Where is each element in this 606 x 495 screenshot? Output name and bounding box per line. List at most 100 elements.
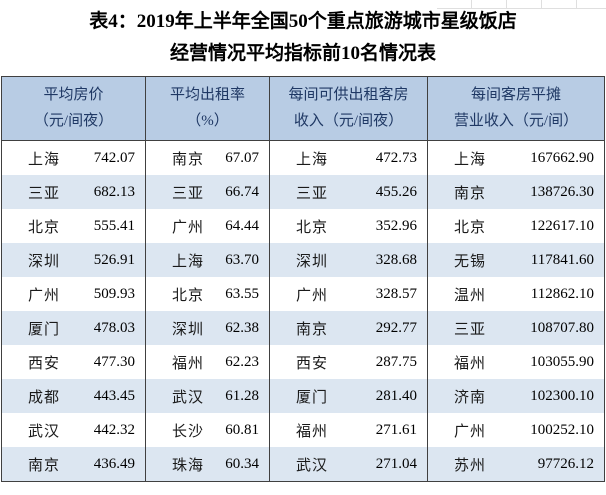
value-label: 555.41 <box>93 217 135 234</box>
table-cell: 北京 122617.10 <box>428 209 604 243</box>
value-label: 108707.80 <box>530 319 594 336</box>
city-label: 广州 <box>28 287 61 304</box>
value-label: 526.91 <box>93 251 135 268</box>
table-cell: 北京 555.41 <box>2 209 146 243</box>
table-cell: 上海 167662.90 <box>428 141 604 175</box>
table-cell: 福州 271.61 <box>270 413 428 447</box>
value-label: 292.77 <box>375 319 417 336</box>
value-label: 60.81 <box>225 421 259 438</box>
city-label: 长沙 <box>172 423 205 440</box>
table-cell: 广州 64.44 <box>146 209 270 243</box>
city-label: 武汉 <box>28 423 61 440</box>
indicators-table: 平均房价 （元/间夜） 平均出租率 （%） 每间可供出租客房 收入（元/间夜） 每间客房平摊… <box>1 76 605 482</box>
column-header-1: 平均出租率 （%） <box>146 77 270 141</box>
value-label: 328.68 <box>375 251 417 268</box>
table-cell: 广州 328.57 <box>270 277 428 311</box>
value-label: 100252.10 <box>530 421 594 438</box>
city-label: 广州 <box>454 423 487 440</box>
city-label: 南京 <box>296 321 329 338</box>
city-label: 南京 <box>28 457 61 474</box>
title-line-2: 经营情况平均指标前10名情况表 <box>169 43 436 64</box>
value-label: 67.07 <box>225 149 259 166</box>
value-label: 443.45 <box>93 387 135 404</box>
city-label: 南京 <box>172 151 205 168</box>
city-label: 广州 <box>296 287 329 304</box>
value-label: 281.40 <box>375 387 417 404</box>
city-label: 厦门 <box>28 321 61 338</box>
table-cell: 西安 477.30 <box>2 345 146 379</box>
city-label: 西安 <box>28 355 61 372</box>
table-cell: 南京 292.77 <box>270 311 428 345</box>
table-cell: 三亚 66.74 <box>146 175 270 209</box>
value-label: 455.26 <box>375 183 417 200</box>
table-cell: 上海 742.07 <box>2 141 146 175</box>
city-label: 福州 <box>296 423 329 440</box>
city-label: 深圳 <box>28 253 61 270</box>
city-label: 无锡 <box>454 253 487 270</box>
value-label: 122617.10 <box>530 217 594 234</box>
table-cell: 福州 103055.90 <box>428 345 604 379</box>
city-label: 三亚 <box>172 185 205 202</box>
value-label: 436.49 <box>93 455 135 472</box>
city-label: 上海 <box>296 151 329 168</box>
value-label: 62.38 <box>225 319 259 336</box>
value-label: 62.23 <box>225 353 259 370</box>
value-label: 66.74 <box>225 183 259 200</box>
table-cell: 南京 67.07 <box>146 141 270 175</box>
table-cell: 北京 63.55 <box>146 277 270 311</box>
table-cell: 厦门 478.03 <box>2 311 146 345</box>
table-cell: 成都 443.45 <box>2 379 146 413</box>
city-label: 厦门 <box>296 389 329 406</box>
table-cell: 武汉 61.28 <box>146 379 270 413</box>
column-header-line1: 平均房价 <box>43 87 104 103</box>
column-header-line2: （%） <box>186 113 229 129</box>
column-header-2: 每间可供出租客房 收入（元/间夜） <box>270 77 428 141</box>
city-label: 北京 <box>454 219 487 236</box>
city-label: 济南 <box>454 389 487 406</box>
city-label: 广州 <box>172 219 205 236</box>
table-cell: 三亚 682.13 <box>2 175 146 209</box>
city-label: 三亚 <box>296 185 329 202</box>
value-label: 472.73 <box>375 149 417 166</box>
table-cell: 武汉 442.32 <box>2 413 146 447</box>
value-label: 271.61 <box>375 421 417 438</box>
table-cell: 武汉 271.04 <box>270 447 428 481</box>
table-cell: 济南 102300.10 <box>428 379 604 413</box>
column-header-line2: 营业收入（元/间） <box>453 113 579 129</box>
table-cell: 三亚 108707.80 <box>428 311 604 345</box>
value-label: 442.32 <box>93 421 135 438</box>
city-label: 北京 <box>172 287 205 304</box>
city-label: 三亚 <box>454 321 487 338</box>
value-label: 64.44 <box>225 217 259 234</box>
table-cell: 深圳 62.38 <box>146 311 270 345</box>
table-cell: 上海 63.70 <box>146 243 270 277</box>
city-label: 上海 <box>28 151 61 168</box>
column-header-line1: 每间可供出租客房 <box>288 87 409 103</box>
value-label: 682.13 <box>93 183 135 200</box>
city-label: 三亚 <box>28 185 61 202</box>
table-cell: 厦门 281.40 <box>270 379 428 413</box>
title-line-1: 表4：2019年上半年全国50个重点旅游城市星级饭店 <box>89 11 517 32</box>
table-cell: 福州 62.23 <box>146 345 270 379</box>
table-cell: 苏州 97726.12 <box>428 447 604 481</box>
city-label: 福州 <box>454 355 487 372</box>
city-label: 深圳 <box>172 321 205 338</box>
spreadsheet-gridlines <box>437 0 606 9</box>
table-cell: 深圳 328.68 <box>270 243 428 277</box>
value-label: 287.75 <box>375 353 417 370</box>
city-label: 福州 <box>172 355 205 372</box>
value-label: 112862.10 <box>530 285 594 302</box>
value-label: 328.57 <box>375 285 417 302</box>
table-cell: 长沙 60.81 <box>146 413 270 447</box>
column-header-line2: （元/间夜） <box>33 113 114 129</box>
table-cell: 南京 436.49 <box>2 447 146 481</box>
value-label: 742.07 <box>93 149 135 166</box>
city-label: 深圳 <box>296 253 329 270</box>
city-label: 北京 <box>296 219 329 236</box>
city-label: 武汉 <box>172 389 205 406</box>
table-title: 表4：2019年上半年全国50个重点旅游城市星级饭店 经营情况平均指标前10名情… <box>0 6 606 70</box>
column-header-0: 平均房价 （元/间夜） <box>2 77 146 141</box>
value-label: 271.04 <box>375 455 417 472</box>
city-label: 珠海 <box>172 457 205 474</box>
table-cell: 无锡 117841.60 <box>428 243 604 277</box>
